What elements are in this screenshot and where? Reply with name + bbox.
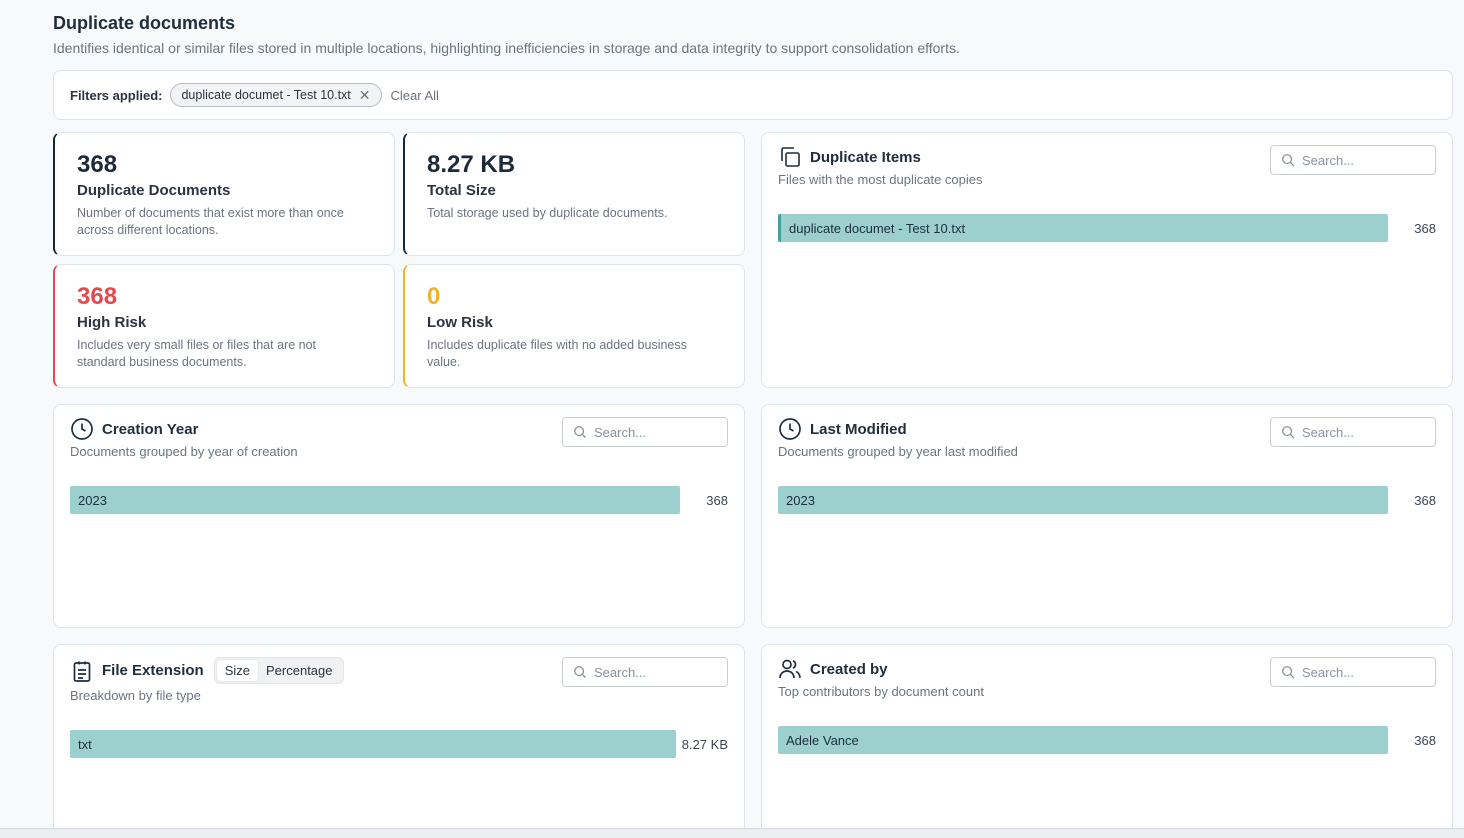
- panel-title: File Extension: [102, 662, 204, 679]
- panel-title: Last Modified: [810, 420, 907, 438]
- filters-label: Filters applied:: [70, 87, 163, 103]
- panel-subtitle: Top contributors by document count: [778, 684, 984, 699]
- stat-description: Includes duplicate files with no added b…: [427, 338, 687, 369]
- search-input[interactable]: [594, 664, 714, 680]
- stat-card-low-risk: 0 Low Risk Includes duplicate files with…: [403, 264, 745, 388]
- creation-year-panel: Creation Year Documents grouped by year …: [53, 404, 745, 628]
- bar-label: 2023: [786, 492, 815, 508]
- search-input[interactable]: [594, 424, 714, 440]
- horizontal-scrollbar[interactable]: [0, 828, 1464, 838]
- bar-row[interactable]: txt 8.27 KB: [70, 730, 728, 758]
- panel-subtitle: Breakdown by file type: [70, 688, 201, 703]
- created-by-panel: Created by Top contributors by document …: [761, 644, 1453, 838]
- bar-label: txt: [78, 736, 92, 752]
- page-subtitle: Identifies identical or similar files st…: [53, 40, 960, 56]
- bar-row[interactable]: Adele Vance 368: [778, 726, 1436, 754]
- stat-card-high-risk: 368 High Risk Includes very small files …: [53, 264, 395, 388]
- stat-label: Total Size: [427, 182, 496, 199]
- clock-icon: [779, 418, 801, 440]
- search-input[interactable]: [1302, 424, 1422, 440]
- filter-chip-label: duplicate documet - Test 10.txt: [181, 88, 351, 102]
- bar: 2023: [778, 486, 1388, 514]
- stat-card-duplicate-documents: 368 Duplicate Documents Number of docume…: [53, 132, 395, 256]
- page-title: Duplicate documents: [53, 13, 236, 33]
- bar-value: 368: [1414, 732, 1436, 748]
- search-input[interactable]: [1302, 664, 1422, 680]
- bar: duplicate documet - Test 10.txt: [778, 214, 1388, 242]
- bar-label: duplicate documet - Test 10.txt: [789, 220, 966, 236]
- bar-value: 368: [1414, 492, 1436, 508]
- users-icon: [779, 659, 801, 679]
- bar-row[interactable]: 2023 368: [778, 486, 1436, 514]
- search-icon: [1282, 666, 1295, 679]
- clipboard-icon: [73, 661, 91, 682]
- clear-all-button[interactable]: Clear All: [390, 87, 439, 103]
- stat-card-total-size: 8.27 KB Total Size Total storage used by…: [403, 132, 745, 256]
- stat-label: High Risk: [77, 314, 147, 331]
- stat-description: Total storage used by duplicate document…: [427, 206, 668, 220]
- stat-label: Duplicate Documents: [77, 182, 231, 199]
- stat-label: Low Risk: [427, 314, 493, 331]
- bar: Adele Vance: [778, 726, 1388, 754]
- search-box[interactable]: [562, 417, 728, 447]
- bar-value: 368: [706, 492, 728, 508]
- panel-title: Duplicate Items: [810, 148, 921, 166]
- filters-bar: Filters applied: duplicate documet - Tes…: [53, 70, 1453, 120]
- search-box[interactable]: [562, 657, 728, 687]
- duplicate-items-panel: Duplicate Items Files with the most dupl…: [761, 132, 1453, 388]
- bar-row[interactable]: 2023 368: [70, 486, 728, 514]
- remove-filter-icon[interactable]: ✕: [358, 86, 371, 103]
- filter-chip[interactable]: duplicate documet - Test 10.txt ✕: [170, 83, 382, 107]
- stat-value: 368: [77, 283, 118, 310]
- size-percentage-toggle[interactable]: Size Percentage: [213, 657, 344, 684]
- search-icon: [574, 666, 587, 679]
- last-modified-panel: Last Modified Documents grouped by year …: [761, 404, 1453, 628]
- toggle-size[interactable]: Size: [216, 660, 258, 681]
- bar-value: 8.27 KB: [681, 736, 728, 752]
- stat-value: 0: [427, 283, 441, 310]
- bar-label: Adele Vance: [786, 732, 859, 748]
- toggle-percentage[interactable]: Percentage: [266, 663, 333, 678]
- search-icon: [1282, 154, 1295, 167]
- bar-row[interactable]: duplicate documet - Test 10.txt 368: [778, 214, 1436, 242]
- search-input[interactable]: [1302, 152, 1422, 168]
- stat-description: Includes very small files or files that …: [77, 338, 316, 369]
- search-box[interactable]: [1270, 145, 1436, 175]
- stat-value: 368: [77, 151, 118, 178]
- bar-value: 368: [1414, 220, 1436, 236]
- bar: 2023: [70, 486, 680, 514]
- panel-title: Creation Year: [102, 420, 199, 438]
- search-box[interactable]: [1270, 657, 1436, 687]
- panel-subtitle: Documents grouped by year last modified: [778, 444, 1018, 459]
- copy-icon: [781, 147, 800, 167]
- search-icon: [1282, 426, 1295, 439]
- search-icon: [574, 426, 587, 439]
- panel-subtitle: Files with the most duplicate copies: [778, 172, 983, 187]
- search-box[interactable]: [1270, 417, 1436, 447]
- bar: txt: [70, 730, 676, 758]
- stat-value: 8.27 KB: [427, 151, 516, 178]
- file-extension-panel: File Extension Size Percentage Breakdown…: [53, 644, 745, 838]
- panel-subtitle: Documents grouped by year of creation: [70, 444, 298, 459]
- clock-icon: [71, 418, 93, 440]
- stat-description: Number of documents that exist more than…: [77, 206, 344, 237]
- bar-label: 2023: [78, 492, 107, 508]
- panel-title: Created by: [810, 660, 888, 678]
